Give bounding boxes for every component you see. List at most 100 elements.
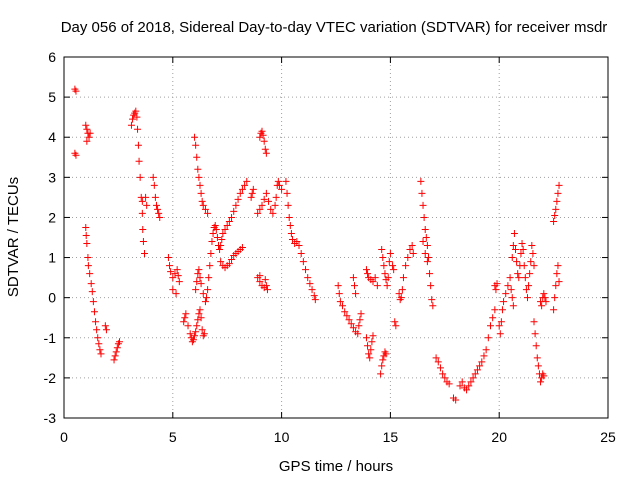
data-point-plus [87,280,95,288]
y-tick-label: 1 [48,250,56,266]
data-point-plus [339,302,347,310]
data-point-plus [364,270,372,278]
data-point-plus [498,306,506,314]
data-point-plus [217,242,225,250]
data-point-plus [206,262,214,270]
series-s25 [389,262,400,330]
data-point-plus [409,250,417,258]
data-point-plus [232,201,240,209]
y-tick-label: 3 [48,169,56,185]
data-point-plus [297,250,305,258]
x-tick-label: 15 [383,429,399,445]
data-point-plus [204,286,212,294]
data-point-plus [194,165,202,173]
data-point-plus [256,278,264,286]
data-point-plus [551,211,559,219]
data-point-plus [362,334,370,342]
data-point-plus [203,294,211,302]
data-point-plus [551,294,559,302]
series-s31 [508,229,538,302]
series-s8 [164,254,183,298]
data-point-plus [513,258,521,266]
data-point-plus [152,201,160,209]
data-point-plus [497,318,505,326]
data-point-plus [196,181,204,189]
y-tick-label: 4 [48,129,56,145]
data-point-plus [419,238,427,246]
data-point-plus [512,246,520,254]
data-point-plus [519,246,527,254]
data-point-plus [198,326,206,334]
series-s15 [256,127,270,157]
chart-title: Day 056 of 2018, Sidereal Day-to-day VTE… [61,19,608,36]
data-point-plus [225,217,233,225]
data-point-plus [112,348,120,356]
data-point-plus [429,302,437,310]
data-point-plus [383,282,391,290]
data-point-plus [391,318,399,326]
series-s24 [378,246,394,290]
data-point-plus [198,197,206,205]
data-point-plus [193,278,201,286]
data-point-plus [517,250,525,258]
data-point-plus [495,322,503,330]
data-point-plus [390,266,398,274]
data-point-plus [335,290,343,298]
data-point-plus [509,242,517,250]
data-point-plus [528,242,536,250]
data-point-plus [260,195,268,203]
data-point-plus [86,270,94,278]
data-point-plus [441,374,449,382]
data-point-plus [496,330,504,338]
data-point-plus [530,318,538,326]
data-point-plus [452,396,460,404]
data-point-plus [102,326,110,334]
data-point-plus [216,246,224,254]
data-point-plus [553,197,561,205]
data-point-plus [408,242,416,250]
data-point-plus [173,266,181,274]
data-point-plus [101,322,109,330]
series-s12 [217,244,246,272]
series-s35 [550,181,563,225]
data-point-plus [82,121,90,129]
data-point-plus [529,250,537,258]
data-point-plus [350,282,358,290]
data-point-plus [141,250,149,258]
data-point-plus [139,238,147,246]
data-point-plus [195,310,203,318]
data-point-plus [134,141,142,149]
data-point-plus [334,282,342,290]
data-point-plus [432,354,440,362]
data-point-plus [197,314,205,322]
data-point-plus [166,262,174,270]
data-point-plus [228,256,236,264]
data-point-plus [384,274,392,282]
data-point-plus [424,254,432,262]
series-s10 [191,133,212,217]
data-point-plus [421,250,429,258]
data-point-plus [111,352,119,360]
series-s2 [82,121,94,145]
data-point-plus [385,258,393,266]
series-s17 [254,177,286,217]
data-point-plus [129,115,137,123]
data-point-plus [489,314,497,322]
data-point-plus [254,209,262,217]
data-point-plus [531,330,539,338]
data-point-plus [196,274,204,282]
data-point-plus [553,270,561,278]
data-point-plus [349,274,357,282]
y-tick-label: 0 [48,290,56,306]
y-tick-label: -3 [44,410,57,426]
data-point-plus [336,298,344,306]
data-point-plus [382,350,390,358]
y-tick-label: -2 [44,370,57,386]
data-point-plus [421,225,429,233]
data-point-plus [134,125,142,133]
data-point-plus [84,254,92,262]
y-tick-label: 6 [48,49,56,65]
data-point-plus [379,356,387,364]
data-point-plus [426,270,434,278]
data-point-plus [151,193,159,201]
